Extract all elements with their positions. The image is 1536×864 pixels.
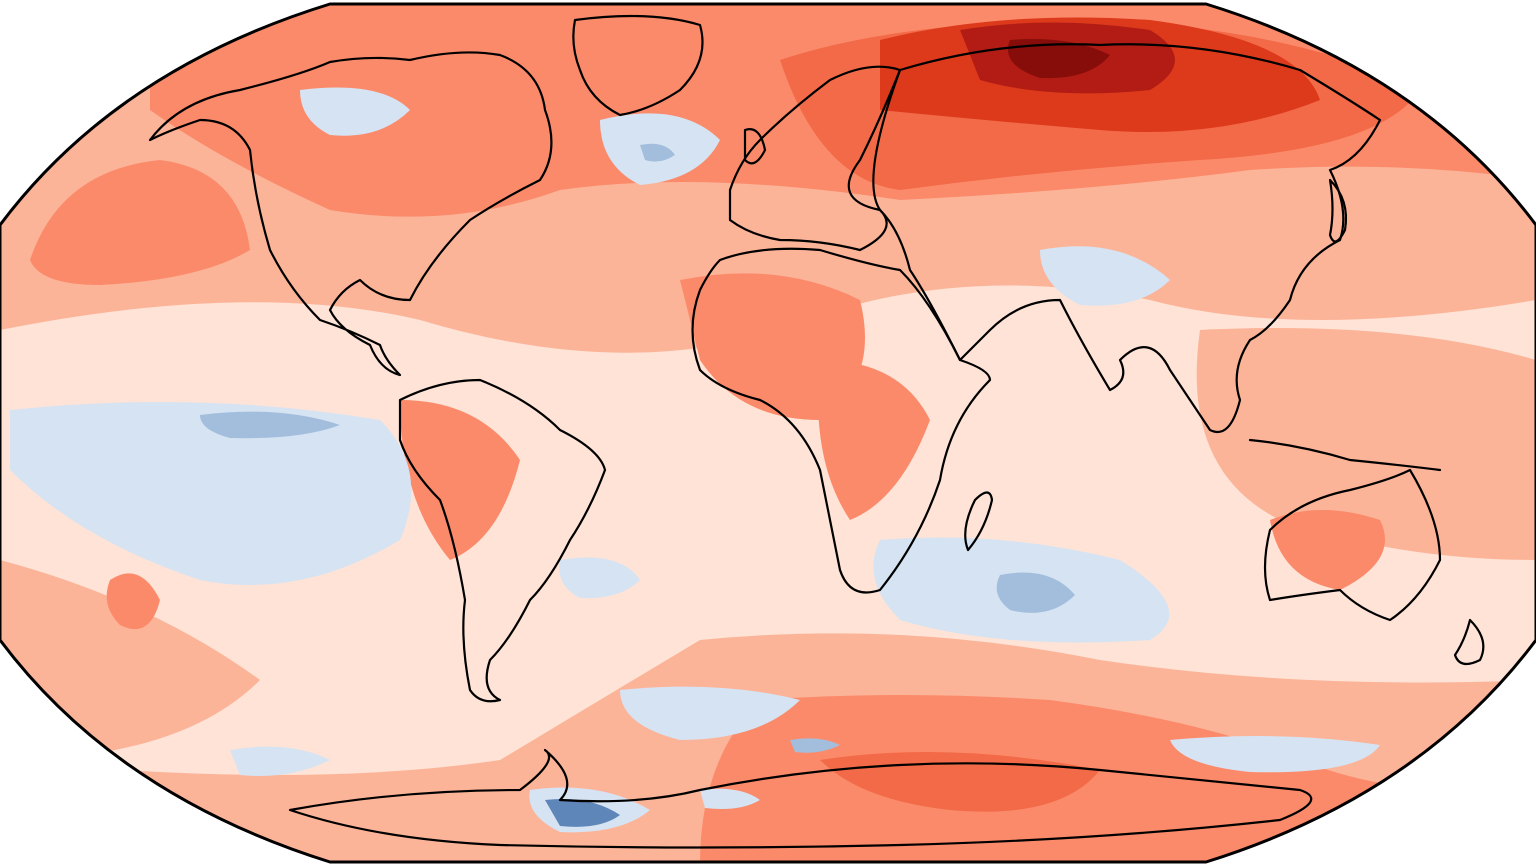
coastline-north-america — [148, 51, 553, 377]
anomaly-region — [400, 400, 520, 560]
anomaly-region — [620, 686, 800, 740]
anomaly-region — [996, 572, 1075, 613]
anomaly-region — [300, 87, 410, 136]
anomaly-region — [0, 560, 260, 760]
anomaly-region — [106, 573, 160, 630]
anomaly-region — [200, 411, 340, 439]
coastline-uk — [743, 128, 767, 165]
coastline-australia — [1263, 468, 1442, 622]
coastline-south-america — [398, 378, 607, 703]
anomaly-region — [1270, 510, 1385, 590]
anomaly-region — [10, 402, 412, 585]
coastline-europe — [728, 65, 902, 252]
coastline-new-zealand — [1453, 618, 1485, 666]
coastline-madagascar — [964, 491, 994, 552]
coastline-greenland — [572, 14, 704, 117]
anomaly-region — [1040, 246, 1170, 306]
coastlines — [148, 14, 1485, 849]
anomaly-region — [700, 788, 760, 809]
anomaly-region — [818, 360, 930, 520]
anomaly-region — [1008, 39, 1110, 79]
anomaly-region — [30, 160, 250, 285]
anomaly-region — [790, 738, 840, 753]
coastline-asia — [872, 43, 1382, 433]
anomaly-region — [559, 557, 640, 599]
coastline-indonesia — [1248, 438, 1442, 472]
anomaly-region — [640, 143, 675, 162]
anomaly-region — [1170, 736, 1380, 773]
anomaly-region — [820, 752, 1100, 812]
anomaly-region — [545, 799, 620, 827]
coastline-antarctica — [288, 748, 1313, 849]
coastline-africa — [691, 247, 992, 594]
anomaly-region — [230, 746, 330, 776]
coastline-japan — [1328, 178, 1348, 243]
anomaly-region — [1196, 328, 1536, 560]
